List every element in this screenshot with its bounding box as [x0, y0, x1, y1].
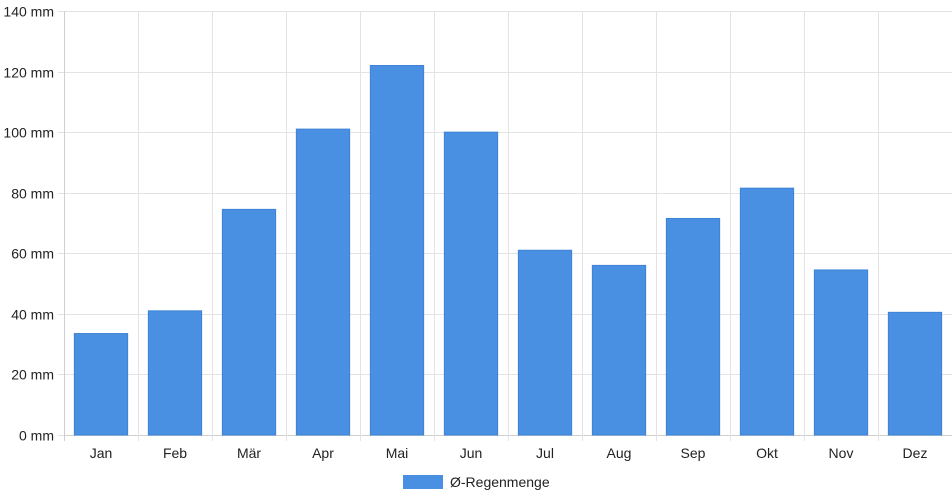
- x-tick-label: Mär: [237, 445, 261, 461]
- legend-swatch[interactable]: [403, 475, 443, 489]
- bars-layer: [73, 65, 943, 436]
- y-tick-label: 60 mm: [11, 246, 54, 262]
- bar-jun[interactable]: [443, 131, 499, 436]
- bar-okt[interactable]: [739, 187, 795, 436]
- y-axis: 0 mm 20 mm 40 mm 60 mm 80 mm 100 mm 120 mm 140 …: [3, 4, 54, 444]
- y-tick-label: 140 mm: [3, 4, 54, 20]
- legend-label[interactable]: Ø-Regenmenge: [450, 474, 550, 490]
- x-tick-label: Jun: [460, 445, 483, 461]
- bar-jan[interactable]: [73, 333, 129, 436]
- x-tick-label: Okt: [756, 445, 778, 461]
- x-tick-label: Apr: [312, 445, 334, 461]
- bar-mai[interactable]: [369, 65, 425, 436]
- x-tick-label: Jan: [90, 445, 113, 461]
- x-tick-label: Mai: [386, 445, 409, 461]
- y-tick-label: 120 mm: [3, 65, 54, 81]
- y-tick-label: 100 mm: [3, 125, 54, 141]
- bar-sep[interactable]: [665, 217, 721, 436]
- x-tick-label: Jul: [536, 445, 554, 461]
- grid-layer: [58, 11, 952, 441]
- legend[interactable]: Ø-Regenmenge: [403, 474, 550, 490]
- bar-feb[interactable]: [147, 310, 203, 436]
- y-tick-label: 80 mm: [11, 186, 54, 202]
- y-tick-label: 40 mm: [11, 307, 54, 323]
- y-tick-label: 0 mm: [19, 428, 54, 444]
- bar-apr[interactable]: [295, 128, 351, 436]
- x-tick-label: Feb: [163, 445, 187, 461]
- x-axis: Jan Feb Mär Apr Mai Jun Jul Aug Sep Okt Nov Dez: [90, 445, 928, 461]
- bar-jul[interactable]: [517, 249, 573, 436]
- bar-aug[interactable]: [591, 264, 647, 436]
- x-tick-label: Aug: [607, 445, 632, 461]
- x-tick-label: Nov: [829, 445, 854, 461]
- y-tick-label: 20 mm: [11, 367, 54, 383]
- x-tick-label: Sep: [681, 445, 706, 461]
- bar-mar[interactable]: [221, 208, 277, 436]
- bar-dez[interactable]: [887, 311, 943, 436]
- x-tick-label: Dez: [903, 445, 928, 461]
- bar-nov[interactable]: [813, 269, 869, 436]
